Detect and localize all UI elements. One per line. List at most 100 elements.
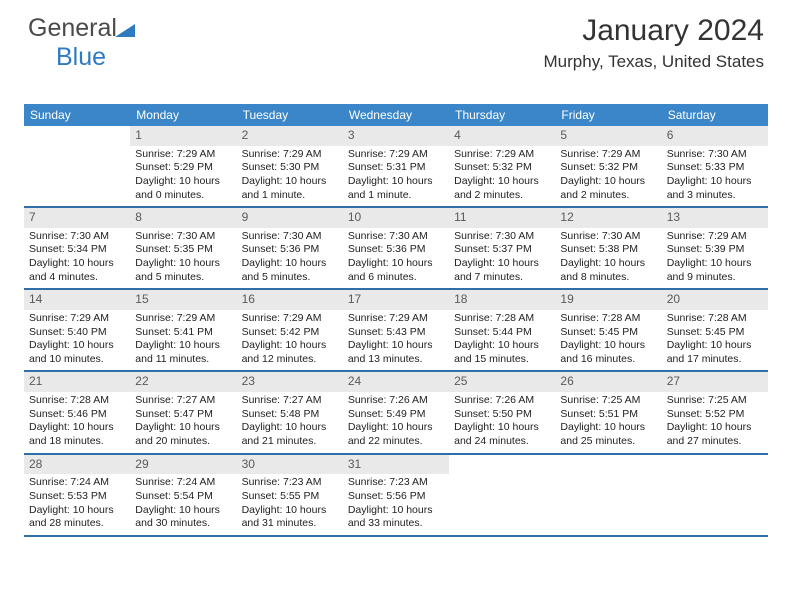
day-cell: 24Sunrise: 7:26 AMSunset: 5:49 PMDayligh… xyxy=(343,371,449,453)
day-cell: 31Sunrise: 7:23 AMSunset: 5:56 PMDayligh… xyxy=(343,454,449,536)
day-cell: 4Sunrise: 7:29 AMSunset: 5:32 PMDaylight… xyxy=(449,126,555,207)
daylight-text: Daylight: 10 hours and 22 minutes. xyxy=(348,421,444,448)
sunrise-text: Sunrise: 7:30 AM xyxy=(560,230,656,244)
calendar: Sunday Monday Tuesday Wednesday Thursday… xyxy=(24,104,768,537)
day-body: Sunrise: 7:29 AMSunset: 5:29 PMDaylight:… xyxy=(130,146,236,207)
daylight-text: Daylight: 10 hours and 33 minutes. xyxy=(348,504,444,531)
week-row: 7Sunrise: 7:30 AMSunset: 5:34 PMDaylight… xyxy=(24,207,768,289)
calendar-table: Sunday Monday Tuesday Wednesday Thursday… xyxy=(24,104,768,537)
sunset-text: Sunset: 5:30 PM xyxy=(242,161,338,175)
day-body: Sunrise: 7:29 AMSunset: 5:43 PMDaylight:… xyxy=(343,310,449,371)
sunrise-text: Sunrise: 7:24 AM xyxy=(135,476,231,490)
day-cell xyxy=(555,454,661,536)
daylight-text: Daylight: 10 hours and 15 minutes. xyxy=(454,339,550,366)
daylight-text: Daylight: 10 hours and 16 minutes. xyxy=(560,339,656,366)
weekday-header-row: Sunday Monday Tuesday Wednesday Thursday… xyxy=(24,104,768,126)
day-number xyxy=(555,455,661,475)
daylight-text: Daylight: 10 hours and 10 minutes. xyxy=(29,339,125,366)
sunset-text: Sunset: 5:37 PM xyxy=(454,243,550,257)
day-body: Sunrise: 7:26 AMSunset: 5:50 PMDaylight:… xyxy=(449,392,555,453)
daylight-text: Daylight: 10 hours and 0 minutes. xyxy=(135,175,231,202)
sunset-text: Sunset: 5:49 PM xyxy=(348,408,444,422)
sunrise-text: Sunrise: 7:27 AM xyxy=(135,394,231,408)
sunset-text: Sunset: 5:51 PM xyxy=(560,408,656,422)
day-number xyxy=(662,455,768,475)
sunrise-text: Sunrise: 7:30 AM xyxy=(348,230,444,244)
sunrise-text: Sunrise: 7:29 AM xyxy=(348,148,444,162)
sunrise-text: Sunrise: 7:26 AM xyxy=(454,394,550,408)
day-cell: 15Sunrise: 7:29 AMSunset: 5:41 PMDayligh… xyxy=(130,289,236,371)
logo-triangle-icon xyxy=(115,22,137,38)
weekday-header: Wednesday xyxy=(343,104,449,126)
day-number: 29 xyxy=(130,455,236,475)
daylight-text: Daylight: 10 hours and 2 minutes. xyxy=(454,175,550,202)
daylight-text: Daylight: 10 hours and 4 minutes. xyxy=(29,257,125,284)
daylight-text: Daylight: 10 hours and 31 minutes. xyxy=(242,504,338,531)
sunset-text: Sunset: 5:35 PM xyxy=(135,243,231,257)
week-row: 1Sunrise: 7:29 AMSunset: 5:29 PMDaylight… xyxy=(24,126,768,207)
sunrise-text: Sunrise: 7:26 AM xyxy=(348,394,444,408)
sunset-text: Sunset: 5:29 PM xyxy=(135,161,231,175)
day-cell: 12Sunrise: 7:30 AMSunset: 5:38 PMDayligh… xyxy=(555,207,661,289)
daylight-text: Daylight: 10 hours and 7 minutes. xyxy=(454,257,550,284)
day-number: 11 xyxy=(449,208,555,228)
sunrise-text: Sunrise: 7:29 AM xyxy=(135,312,231,326)
daylight-text: Daylight: 10 hours and 11 minutes. xyxy=(135,339,231,366)
sunset-text: Sunset: 5:46 PM xyxy=(29,408,125,422)
day-cell: 3Sunrise: 7:29 AMSunset: 5:31 PMDaylight… xyxy=(343,126,449,207)
sunset-text: Sunset: 5:42 PM xyxy=(242,326,338,340)
daylight-text: Daylight: 10 hours and 8 minutes. xyxy=(560,257,656,284)
day-cell xyxy=(24,126,130,207)
sunrise-text: Sunrise: 7:28 AM xyxy=(29,394,125,408)
day-number: 19 xyxy=(555,290,661,310)
day-number xyxy=(449,455,555,475)
sunset-text: Sunset: 5:32 PM xyxy=(560,161,656,175)
sunrise-text: Sunrise: 7:25 AM xyxy=(560,394,656,408)
daylight-text: Daylight: 10 hours and 3 minutes. xyxy=(667,175,763,202)
day-body: Sunrise: 7:28 AMSunset: 5:44 PMDaylight:… xyxy=(449,310,555,371)
day-cell: 25Sunrise: 7:26 AMSunset: 5:50 PMDayligh… xyxy=(449,371,555,453)
day-cell: 19Sunrise: 7:28 AMSunset: 5:45 PMDayligh… xyxy=(555,289,661,371)
sunrise-text: Sunrise: 7:30 AM xyxy=(667,148,763,162)
sunset-text: Sunset: 5:55 PM xyxy=(242,490,338,504)
sunrise-text: Sunrise: 7:29 AM xyxy=(29,312,125,326)
day-body: Sunrise: 7:29 AMSunset: 5:32 PMDaylight:… xyxy=(555,146,661,207)
day-cell: 13Sunrise: 7:29 AMSunset: 5:39 PMDayligh… xyxy=(662,207,768,289)
sunrise-text: Sunrise: 7:29 AM xyxy=(242,312,338,326)
day-number: 7 xyxy=(24,208,130,228)
day-body: Sunrise: 7:30 AMSunset: 5:36 PMDaylight:… xyxy=(343,228,449,289)
sunset-text: Sunset: 5:36 PM xyxy=(348,243,444,257)
day-body: Sunrise: 7:30 AMSunset: 5:37 PMDaylight:… xyxy=(449,228,555,289)
day-body: Sunrise: 7:30 AMSunset: 5:34 PMDaylight:… xyxy=(24,228,130,289)
sunset-text: Sunset: 5:41 PM xyxy=(135,326,231,340)
day-body: Sunrise: 7:26 AMSunset: 5:49 PMDaylight:… xyxy=(343,392,449,453)
sunrise-text: Sunrise: 7:23 AM xyxy=(348,476,444,490)
day-body: Sunrise: 7:27 AMSunset: 5:47 PMDaylight:… xyxy=(130,392,236,453)
day-body: Sunrise: 7:29 AMSunset: 5:30 PMDaylight:… xyxy=(237,146,343,207)
day-number: 17 xyxy=(343,290,449,310)
day-body: Sunrise: 7:24 AMSunset: 5:53 PMDaylight:… xyxy=(24,474,130,535)
logo-text-general: General xyxy=(28,14,117,42)
day-body: Sunrise: 7:27 AMSunset: 5:48 PMDaylight:… xyxy=(237,392,343,453)
sunrise-text: Sunrise: 7:24 AM xyxy=(29,476,125,490)
day-cell xyxy=(662,454,768,536)
day-number: 8 xyxy=(130,208,236,228)
sunset-text: Sunset: 5:52 PM xyxy=(667,408,763,422)
day-number: 1 xyxy=(130,126,236,146)
weekday-header: Sunday xyxy=(24,104,130,126)
day-body: Sunrise: 7:24 AMSunset: 5:54 PMDaylight:… xyxy=(130,474,236,535)
sunrise-text: Sunrise: 7:29 AM xyxy=(454,148,550,162)
sunset-text: Sunset: 5:53 PM xyxy=(29,490,125,504)
sunrise-text: Sunrise: 7:28 AM xyxy=(560,312,656,326)
week-row: 21Sunrise: 7:28 AMSunset: 5:46 PMDayligh… xyxy=(24,371,768,453)
sunset-text: Sunset: 5:34 PM xyxy=(29,243,125,257)
sunrise-text: Sunrise: 7:29 AM xyxy=(135,148,231,162)
day-body: Sunrise: 7:23 AMSunset: 5:56 PMDaylight:… xyxy=(343,474,449,535)
daylight-text: Daylight: 10 hours and 24 minutes. xyxy=(454,421,550,448)
daylight-text: Daylight: 10 hours and 13 minutes. xyxy=(348,339,444,366)
sunset-text: Sunset: 5:31 PM xyxy=(348,161,444,175)
day-number: 23 xyxy=(237,372,343,392)
daylight-text: Daylight: 10 hours and 21 minutes. xyxy=(242,421,338,448)
daylight-text: Daylight: 10 hours and 1 minute. xyxy=(348,175,444,202)
day-cell: 29Sunrise: 7:24 AMSunset: 5:54 PMDayligh… xyxy=(130,454,236,536)
